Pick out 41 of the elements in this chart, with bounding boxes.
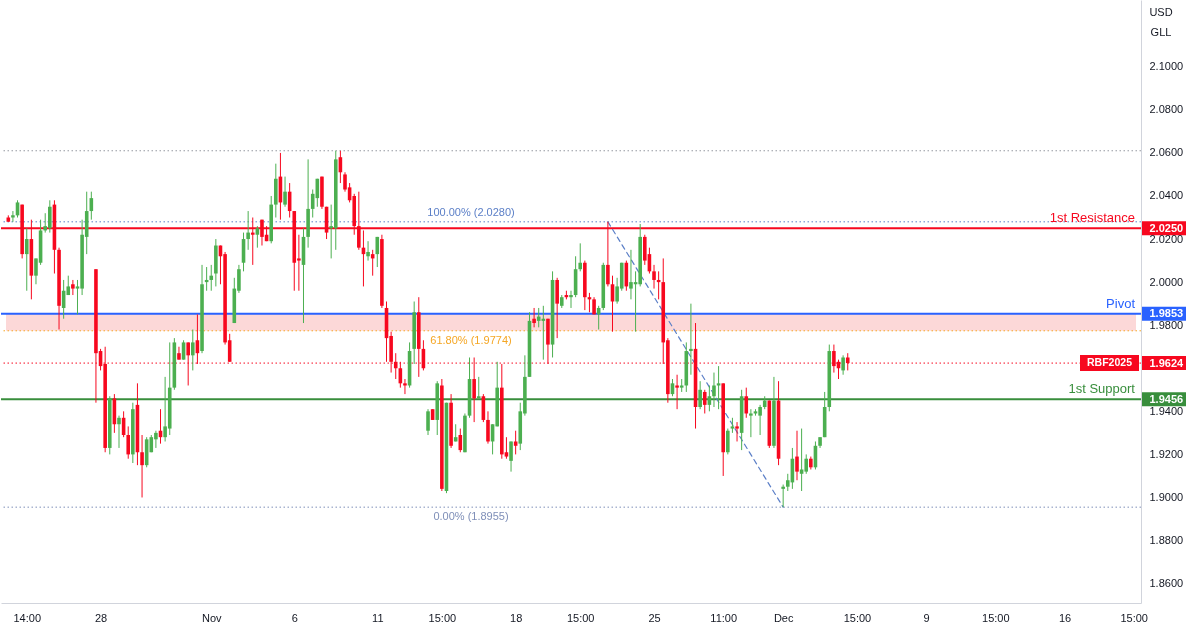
annotation: 0.00% (1.8955)	[433, 510, 509, 523]
x-tick-label: Nov	[201, 611, 223, 624]
annotation: 100.00% (2.0280)	[427, 205, 515, 218]
x-tick-label: 25	[648, 611, 661, 624]
annotation: 61.80% (1.9774)	[430, 333, 512, 346]
y-tick-label: 1.9800	[1149, 318, 1184, 331]
y-tick-label: 1.8600	[1149, 577, 1184, 590]
x-tick-label: Dec	[773, 611, 794, 624]
y-tick-label: 1.9400	[1149, 404, 1184, 417]
x-tick-label: 15:00	[1120, 611, 1148, 624]
x-tick-label: 11	[372, 611, 384, 624]
x-tick-label: 28	[94, 611, 108, 624]
ref-line-label: 1st Resistance	[1049, 210, 1135, 226]
y-tick-label: 2.0600	[1149, 146, 1184, 159]
y-tick-label: 1.9624	[1149, 356, 1185, 369]
y-tick-label: 2.0250	[1149, 221, 1184, 234]
text: GLL	[1150, 26, 1172, 38]
x-tick-label: 11:00	[710, 611, 738, 624]
x-tick-label: 15:00	[843, 611, 872, 624]
ref-line-label: RBF2025	[1087, 356, 1133, 369]
x-tick-label: 15:00	[428, 611, 457, 624]
y-tick-label: 2.1000	[1149, 60, 1184, 73]
x-tick-label: 15:00	[566, 611, 595, 624]
ref-line-label: Pivot	[1106, 295, 1136, 311]
y-tick-label: 2.0200	[1149, 232, 1184, 245]
y-tick-label: 1.9200	[1149, 447, 1184, 460]
text: USD	[1149, 6, 1173, 18]
x-tick-label: 6	[291, 611, 298, 624]
y-tick-label: 1.9456	[1149, 392, 1184, 405]
y-tick-label: 2.0800	[1149, 103, 1184, 116]
y-tick-label: 1.9853	[1149, 307, 1184, 320]
x-tick-label: 18	[510, 611, 523, 624]
y-tick-label: 1.9000	[1149, 490, 1184, 503]
y-tick-label: 1.8800	[1149, 534, 1184, 547]
x-tick-label: 16	[1058, 611, 1072, 624]
y-tick-label: 2.0400	[1149, 189, 1184, 202]
x-tick-label: 14:00	[13, 611, 42, 624]
x-tick-label: 9	[923, 611, 930, 624]
y-tick-label: 2.0000	[1149, 275, 1184, 288]
x-tick-label: 15:00	[982, 611, 1010, 624]
ref-line-label: 1st Support	[1068, 381, 1136, 397]
